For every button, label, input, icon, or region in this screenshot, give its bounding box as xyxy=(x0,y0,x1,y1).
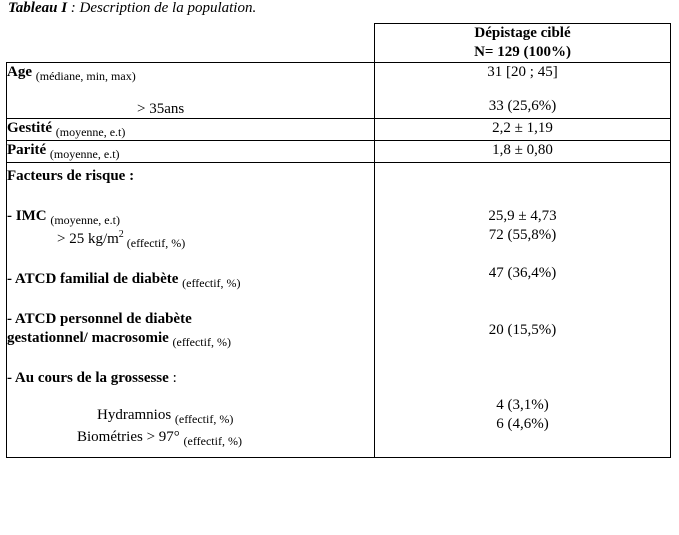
biom-sub: (effectif, %) xyxy=(184,434,242,448)
parite-label-sub: (moyenne, e.t) xyxy=(50,147,120,161)
risk-label-cell: Facteurs de risque : - IMC (moyenne, e.t… xyxy=(7,163,375,458)
atcd-fam-value: 47 (36,4%) xyxy=(489,265,557,281)
header-n: N= 129 (100%) xyxy=(474,44,571,60)
age-label-bold: Age xyxy=(7,64,36,80)
age-value-cell: 31 [20 ; 45] 33 (25,6%) xyxy=(375,62,671,119)
imc-gt25-value: 72 (55,8%) xyxy=(489,227,557,243)
imc-gt25-prefix: > 25 kg/m xyxy=(57,231,119,247)
atcd-fam-sub: (effectif, %) xyxy=(182,276,240,290)
atcd-perso-line1: - ATCD personnel de diabète xyxy=(7,311,192,327)
age-gt35-label: > 35ans xyxy=(7,100,184,119)
risk-value-cell: 25,9 ± 4,73 72 (55,8%) 47 (36,4%) 20 (15… xyxy=(375,163,671,458)
caption-rest: : Description de la population. xyxy=(67,0,256,16)
gestite-value-cell: 2,2 ± 1,19 xyxy=(375,119,671,141)
imc-sub: (moyenne, e.t) xyxy=(50,213,120,227)
gestite-label-cell: Gestité (moyenne, e.t) xyxy=(7,119,375,141)
cours-colon: : xyxy=(169,370,177,386)
parite-label-bold: Parité xyxy=(7,142,50,158)
hydra-sub: (effectif, %) xyxy=(175,412,233,426)
table-caption: Tableau I : Description de la population… xyxy=(8,0,673,17)
atcd-perso-sub: (effectif, %) xyxy=(173,335,231,349)
biom-wrap: Biométries > 97° (effectif, %) xyxy=(7,428,242,450)
header-empty xyxy=(7,24,375,63)
risk-title: Facteurs de risque : xyxy=(7,168,134,184)
atcd-perso-value: 20 (15,5%) xyxy=(489,322,557,338)
atcd-perso-line2: gestationnel/ macrosomie xyxy=(7,330,173,346)
header-row: Dépistage ciblé N= 129 (100%) xyxy=(7,24,671,63)
age-label-cell: Age (médiane, min, max) > 35ans xyxy=(7,62,375,119)
parite-value-cell: 1,8 ± 0,80 xyxy=(375,141,671,163)
population-table: Dépistage ciblé N= 129 (100%) Age (média… xyxy=(6,23,671,458)
age-value: 31 [20 ; 45] xyxy=(487,64,557,80)
parite-label-cell: Parité (moyenne, e.t) xyxy=(7,141,375,163)
caption-prefix: Tableau I xyxy=(8,0,67,16)
age-gt35-value: 33 (25,6%) xyxy=(489,98,557,114)
gestite-label-bold: Gestité xyxy=(7,120,56,136)
gestite-value: 2,2 ± 1,19 xyxy=(492,120,553,136)
gestite-label-sub: (moyenne, e.t) xyxy=(56,125,126,139)
biom-label: Biométries > 97° xyxy=(77,429,184,445)
age-label-sub: (médiane, min, max) xyxy=(36,69,136,83)
row-age: Age (médiane, min, max) > 35ans 31 [20 ;… xyxy=(7,62,671,119)
row-gestite: Gestité (moyenne, e.t) 2,2 ± 1,19 xyxy=(7,119,671,141)
row-risk: Facteurs de risque : - IMC (moyenne, e.t… xyxy=(7,163,671,458)
imc-gt25-sub: (effectif, %) xyxy=(124,236,185,250)
imc-gt25-wrap: > 25 kg/m2 (effectif, %) xyxy=(7,228,185,252)
biom-value: 6 (4,6%) xyxy=(496,416,549,432)
hydra-value: 4 (3,1%) xyxy=(496,397,549,413)
hydra-wrap: Hydramnios (effectif, %) xyxy=(7,406,233,428)
row-parite: Parité (moyenne, e.t) 1,8 ± 0,80 xyxy=(7,141,671,163)
header-cell: Dépistage ciblé N= 129 (100%) xyxy=(375,24,671,63)
atcd-fam-label: - ATCD familial de diabète xyxy=(7,271,182,287)
cours-label: - Au cours de la grossesse xyxy=(7,370,169,386)
imc-value: 25,9 ± 4,73 xyxy=(488,208,556,224)
hydra-label: Hydramnios xyxy=(97,407,175,423)
imc-label: - IMC xyxy=(7,208,50,224)
parite-value: 1,8 ± 0,80 xyxy=(492,142,553,158)
header-title: Dépistage ciblé xyxy=(474,25,570,41)
